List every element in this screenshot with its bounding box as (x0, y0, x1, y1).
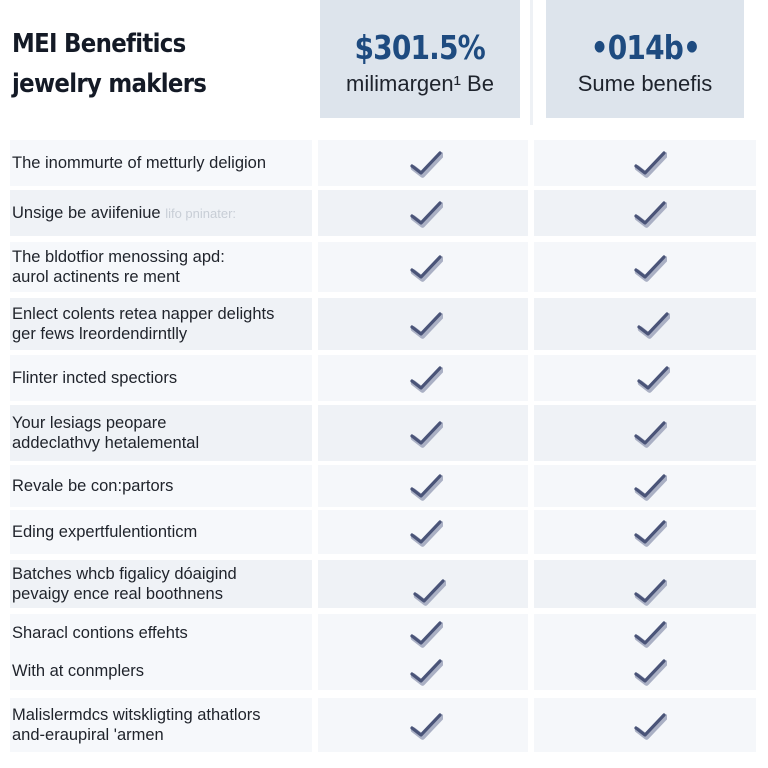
check-icon (633, 198, 667, 228)
check-cell-col1 (318, 140, 528, 186)
check-icon (409, 363, 443, 393)
table-row: Revale be con:partors (0, 465, 768, 507)
check-icon (636, 363, 670, 393)
check-cell-col1 (318, 510, 528, 554)
row-item: Sharacl contions effehts (12, 624, 188, 642)
check-icon (409, 656, 443, 686)
row-label: Revale be con:partors (10, 465, 312, 507)
column-2-label: Sume benefis (577, 71, 713, 96)
table-row: The bldotfior menossing apd: aurol actin… (0, 242, 768, 292)
check-cell-col2 (534, 140, 756, 186)
row-label: Enlect colents retea napper delights ger… (10, 298, 312, 350)
row-label: Sharacl contions effehts With at conmple… (10, 614, 312, 690)
column-header-2: •014b• Sume benefis (546, 0, 744, 118)
check-icon (409, 710, 443, 740)
check-icon (409, 148, 443, 178)
check-cell-col1 (318, 190, 528, 236)
check-cell-col1 (318, 465, 528, 507)
row-label: The inommurte of metturly deligion (10, 140, 312, 186)
table-row: Malislermdcs witskligting athatlors and-… (0, 698, 768, 752)
check-icon (409, 471, 443, 501)
check-icon (409, 198, 443, 228)
check-icon (633, 618, 667, 648)
column-divider (530, 0, 533, 125)
table-row: The inommurte of metturly deligion (0, 140, 768, 186)
check-cell-col1 (318, 242, 528, 292)
row-item: With at conmplers (12, 662, 145, 680)
check-cell-col2 (534, 242, 756, 292)
check-cell-col1 (318, 355, 528, 401)
column-1-label: milimargen¹ Be (346, 71, 494, 96)
check-icon (409, 418, 443, 448)
check-icon (636, 309, 670, 339)
check-cell-col2 (534, 465, 756, 507)
title-line-1: MEI Benefitics (12, 29, 186, 59)
check-icon (633, 517, 667, 547)
table-row: Unsige be aviifeniue lifo pninater: (0, 190, 768, 236)
check-cell-col1 (318, 298, 528, 350)
check-icon (633, 148, 667, 178)
row-label: Unsige be aviifeniue lifo pninater: (10, 190, 312, 236)
check-cell-col1 (318, 560, 528, 608)
row-label: Your lesiags peopare addeclathvy hetalem… (10, 405, 312, 461)
column-1-value: $301.5% (354, 28, 486, 67)
check-cell-col2 (534, 190, 756, 236)
check-cell-col2 (534, 510, 756, 554)
row-label: Malislermdcs witskligting athatlors and-… (10, 698, 312, 752)
check-cell-col1 (318, 698, 528, 752)
check-icon (409, 517, 443, 547)
check-icon (409, 309, 443, 339)
check-cell-col2 (534, 698, 756, 752)
table-row: Your lesiags peopare addeclathvy hetalem… (0, 405, 768, 461)
check-cell-col1 (318, 405, 528, 461)
faint-text: lifo pninater: (165, 205, 237, 221)
check-cell-col1 (318, 614, 528, 690)
page-title: MEI Benefitics jewelry maklers (12, 24, 276, 104)
table-row: Flinter incted spectiors (0, 355, 768, 401)
row-label: The bldotfior menossing apd: aurol actin… (10, 242, 312, 292)
check-icon (633, 710, 667, 740)
row-label: Eding expertfulentionticm (10, 510, 312, 554)
check-icon (633, 471, 667, 501)
row-label: Batches whcb figalicy dóaigind pevaigy e… (10, 560, 312, 608)
check-icon (633, 252, 667, 282)
title-line-2: jewelry maklers (12, 69, 207, 99)
row-label: Flinter incted spectiors (10, 355, 312, 401)
check-cell-col2 (534, 405, 756, 461)
table-row: Batches whcb figalicy dóaigind pevaigy e… (0, 560, 768, 608)
check-icon (633, 656, 667, 686)
check-icon (409, 252, 443, 282)
check-cell-col2 (534, 560, 756, 608)
check-icon (412, 576, 446, 606)
check-cell-col2 (534, 298, 756, 350)
table-row: Eding expertfulentionticm (0, 510, 768, 554)
column-header-1: $301.5% milimargen¹ Be (320, 0, 520, 118)
check-cell-col2 (534, 614, 756, 690)
check-icon (633, 576, 667, 606)
check-icon (633, 418, 667, 448)
check-icon (409, 618, 443, 648)
table-row: Sharacl contions effehts With at conmple… (0, 614, 768, 690)
table-row: Enlect colents retea napper delights ger… (0, 298, 768, 350)
column-2-value: •014b• (590, 28, 700, 67)
check-cell-col2 (534, 355, 756, 401)
